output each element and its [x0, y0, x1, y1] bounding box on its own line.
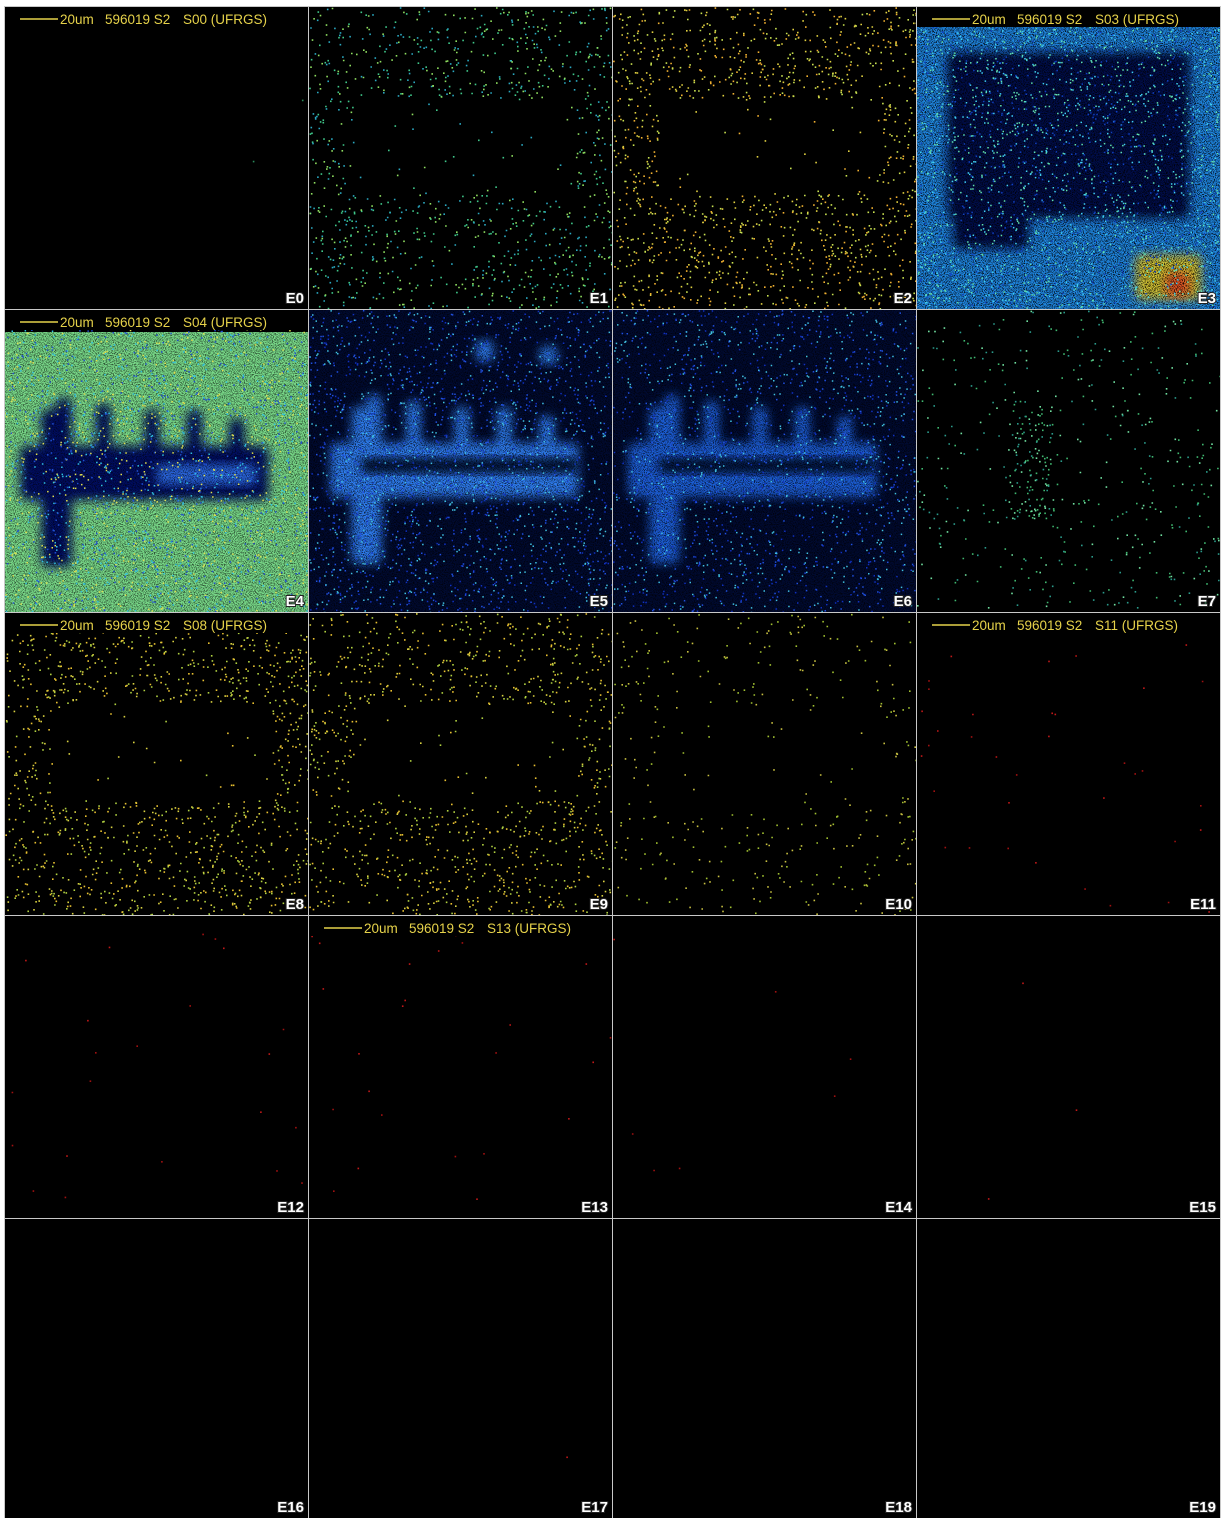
tile-label: E17 — [581, 1499, 608, 1516]
tile-background — [613, 613, 916, 915]
tile-label: E14 — [885, 1199, 912, 1216]
tile-label: E7 — [1198, 593, 1216, 610]
tile-label: E8 — [286, 896, 304, 913]
map-tile — [5, 1219, 308, 1518]
map-grid: E0 20um 596019 S2 S00 (UFRGS) E1 E2 E3 20um 5960… — [0, 0, 1226, 1518]
sample-text: 596019 S2 — [105, 315, 170, 330]
tile-label: E11 — [1190, 896, 1216, 913]
map-tile — [917, 916, 1220, 1218]
tile-label: E4 — [286, 593, 305, 610]
scan-text: S11 (UFRGS) — [1095, 618, 1178, 633]
sample-text: 596019 S2 — [105, 618, 170, 633]
tile-background — [613, 916, 916, 1218]
sample-text: 596019 S2 — [1017, 618, 1082, 633]
tile-label: E2 — [894, 290, 912, 307]
map-tile — [5, 7, 308, 309]
sample-text: 596019 S2 — [1017, 12, 1082, 27]
tile-label: E19 — [1189, 1499, 1216, 1516]
map-tile — [309, 7, 613, 311]
scale-text: 20um — [60, 315, 94, 330]
tile-label: E12 — [277, 1199, 304, 1216]
tile-background — [917, 916, 1220, 1218]
tile-label: E5 — [590, 593, 608, 610]
tile-label: E15 — [1189, 1199, 1216, 1216]
tile-background — [309, 1219, 612, 1518]
speckles — [566, 1457, 568, 1459]
map-tile — [309, 613, 614, 916]
tile-background — [5, 7, 308, 309]
tile-background — [613, 7, 916, 309]
tile-label: E6 — [894, 593, 912, 610]
tile-background — [309, 613, 612, 915]
tile-background — [613, 1219, 916, 1518]
scan-text: S04 (UFRGS) — [183, 315, 267, 330]
tile-background — [917, 1219, 1220, 1518]
speckles — [613, 939, 615, 941]
page: E0 20um 596019 S2 S00 (UFRGS) E1 E2 E3 20um 5960… — [0, 0, 1226, 1518]
scan-text: S13 (UFRGS) — [487, 921, 571, 936]
tile-label: E10 — [885, 896, 912, 913]
tile-label: E16 — [277, 1499, 304, 1516]
tile-background — [309, 916, 612, 1218]
tile-background — [5, 1219, 308, 1518]
noise — [917, 27, 1220, 309]
scan-text: S03 (UFRGS) — [1095, 12, 1179, 27]
map-tile — [917, 1219, 1220, 1518]
map-tile — [917, 310, 1221, 612]
scale-text: 20um — [972, 12, 1006, 27]
map-tile — [613, 7, 918, 310]
scale-text: 20um — [60, 12, 94, 27]
tile-label: E18 — [885, 1499, 912, 1516]
map-tile — [309, 1219, 612, 1518]
scale-text: 20um — [60, 618, 94, 633]
sample-text: 596019 S2 — [409, 921, 474, 936]
map-tile — [917, 7, 1221, 311]
map-tile — [5, 916, 308, 1218]
tile-label: E3 — [1198, 290, 1216, 307]
map-tile — [309, 310, 613, 614]
scan-text: S00 (UFRGS) — [183, 12, 267, 27]
map-tile — [613, 310, 917, 613]
sample-text: 596019 S2 — [105, 12, 170, 27]
tile-background — [5, 916, 308, 1218]
map-tile — [613, 1219, 916, 1518]
tile-background — [917, 613, 1220, 915]
tile-background — [309, 7, 612, 309]
map-tile — [917, 613, 1220, 915]
map-tile — [309, 916, 612, 1218]
tile-label: E1 — [590, 290, 608, 307]
map-tile — [613, 613, 917, 916]
scan-text: S08 (UFRGS) — [183, 618, 267, 633]
map-tile — [5, 310, 309, 614]
tile-background — [5, 613, 308, 915]
map-tile — [5, 613, 309, 916]
scale-text: 20um — [972, 618, 1006, 633]
tile-label: E13 — [581, 1199, 608, 1216]
scale-text: 20um — [364, 921, 398, 936]
tile-label: E0 — [286, 290, 304, 307]
map-tile — [613, 916, 916, 1218]
tile-label: E9 — [590, 896, 608, 913]
